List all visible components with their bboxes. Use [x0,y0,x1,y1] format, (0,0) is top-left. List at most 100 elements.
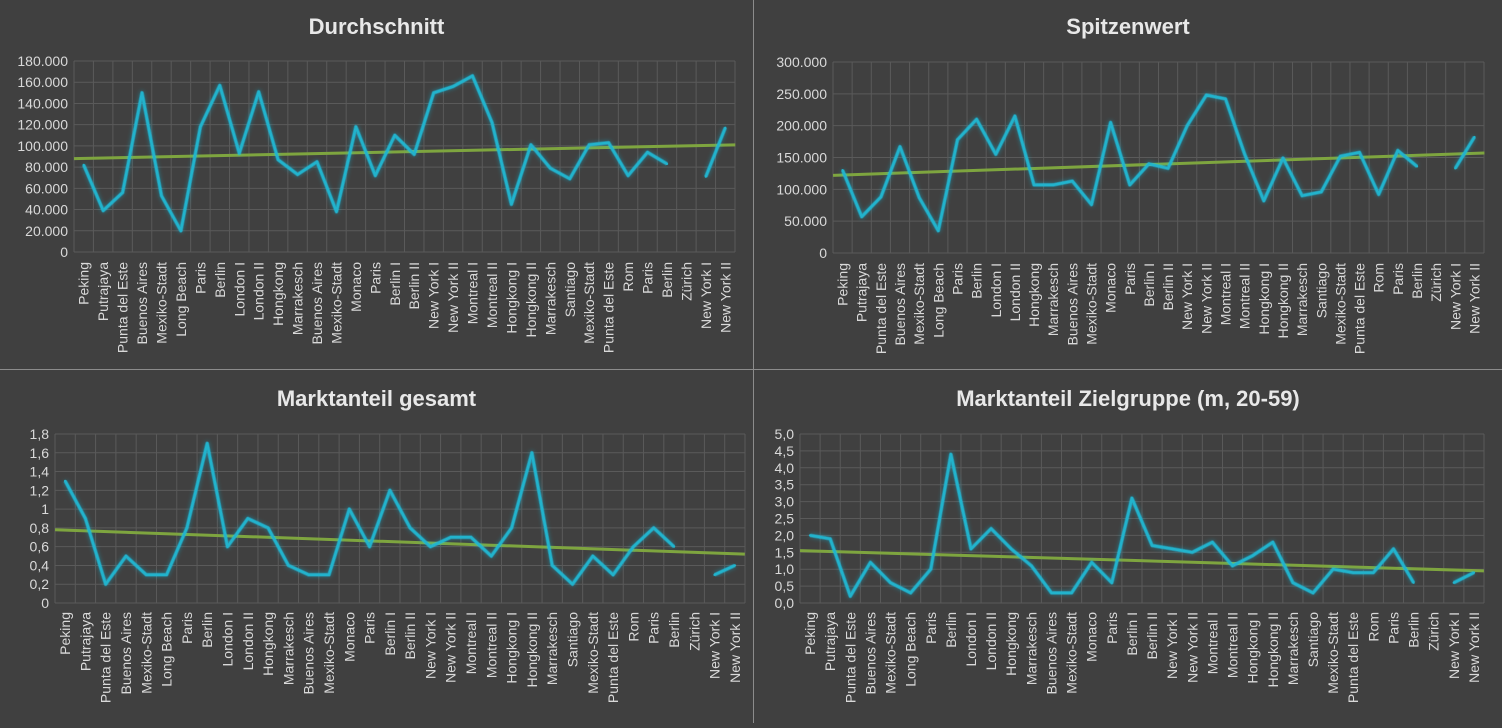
x-tick-label: Long Beach [930,263,946,338]
x-tick-label: Buenos Aires [309,262,325,345]
data-point [101,209,105,212]
data-point [165,573,168,577]
x-tick-label: New York II [1198,263,1214,334]
x-tick-label: Berlin [1406,612,1422,648]
x-tick-label: Paris [1104,612,1120,644]
x-tick-label: Berlin [1409,263,1425,299]
data-point [1032,183,1036,187]
data-point [607,141,610,144]
x-tick-label: New York I [707,612,723,679]
x-tick-label: Hongkong I [503,262,519,334]
y-tick-label: 120.000 [17,117,68,133]
x-tick-label: Hongkong [1003,612,1019,676]
y-tick-label: 1,5 [775,544,795,560]
data-point [849,595,852,598]
x-tick-label: Marrakesch [1294,263,1310,336]
data-point [611,573,615,577]
chart-title: Durchschnitt [309,14,445,39]
y-tick-label: 40.000 [25,202,68,218]
data-point [1300,194,1304,197]
data-point [1051,183,1055,187]
x-tick-label: Punta del Este [601,262,617,353]
data-point [869,561,872,564]
chart-marktanteil-gesamt: Marktanteil gesamt 0 0,2 0,4 0,6 0,8 1 1,2 1,4 1,… [30,386,746,703]
x-tick-label: New York II [727,612,743,683]
data-point [354,125,358,128]
x-tick-label: Peking [76,262,92,305]
data-point [218,84,222,87]
data-point [408,526,412,530]
data-point [1243,153,1246,156]
data-point [140,91,144,95]
data-point [937,229,940,232]
y-tick-label: 200.000 [776,118,827,134]
x-tick-label: Long Beach [903,612,919,687]
data-point [646,151,649,154]
x-tick-label: Punta del Este [605,612,621,703]
x-tick-label: Punta del Este [1345,612,1361,703]
data-point [276,158,280,161]
x-tick-label: Mexiko-Stadt [328,262,344,344]
x-tick-label: Mexiko-Stadt [911,263,927,345]
horizontal-divider [0,369,1502,370]
x-tick-label: Berlin [969,263,985,299]
x-tick-label: Hongkong I [504,612,520,684]
data-point [1170,547,1174,551]
y-tick-label: 160.000 [17,74,68,90]
data-point [160,194,163,197]
x-tick-label: Berlin I [1141,263,1157,307]
x-tick-label: Paris [923,612,939,644]
x-tick-label: Paris [192,262,208,294]
x-tick-label: Berlin I [387,262,403,306]
data-point [287,564,290,567]
x-tick-label: Punta del Este [842,612,858,703]
data-point [841,169,844,172]
data-point [1090,561,1093,564]
data-point [1186,124,1189,127]
x-tick-label: Berlin [659,262,675,298]
y-tick-label: 50.000 [784,213,827,229]
y-tick-label: 0,0 [775,595,795,611]
x-tick-label: Hongkong I [1245,612,1261,684]
x-tick-label: Peking [802,612,818,655]
x-tick-label: Marrakesch [544,612,560,685]
y-tick-label: 3,5 [775,477,795,493]
data-point [917,196,921,199]
x-tick-label: New York I [426,262,442,329]
data-point [626,174,630,177]
data-point [84,517,87,520]
data-point [672,545,676,548]
x-tick-label: Mexiko-Stadt [1064,612,1080,694]
data-point [591,554,594,558]
x-tick-label: Montreal II [484,262,500,328]
x-tick-label: Zürich [1426,612,1442,651]
data-point [1013,114,1017,118]
chart-spitzenwert: Spitzenwert 0 50.000 100.000 150.000 200.000 2… [776,14,1485,354]
data-point [1191,551,1194,554]
data-point [994,153,997,156]
data-point [121,191,124,194]
y-tick-label: 100.000 [17,138,68,154]
x-tick-label: Hongkong II [523,262,539,338]
y-tick-label: 180.000 [17,53,68,69]
data-point [909,591,912,595]
x-tick-label: Mexiko-Stadt [153,262,169,344]
x-tick-label: Paris [179,612,195,644]
y-tick-label: 0 [60,244,68,260]
x-tick-label: Paris [362,612,378,644]
x-tick-label: Marrakesch [290,262,306,335]
data-point [1224,97,1227,101]
y-tick-label: 60.000 [25,180,68,196]
x-tick-label: Zürich [1428,263,1444,302]
x-tick-label: Marrakesch [1045,263,1061,336]
x-tick-label: New York I [1179,263,1195,330]
data-point [199,125,202,128]
x-tick-label: Zürich [686,612,702,651]
y-tick-label: 150.000 [776,150,827,166]
y-tick-label: 0,2 [30,576,50,592]
data-point [808,534,812,537]
x-tick-label: Mexiko-Stadt [883,612,899,694]
y-tick-label: 3,0 [775,494,795,510]
data-point [1070,591,1073,595]
data-point [226,545,229,548]
